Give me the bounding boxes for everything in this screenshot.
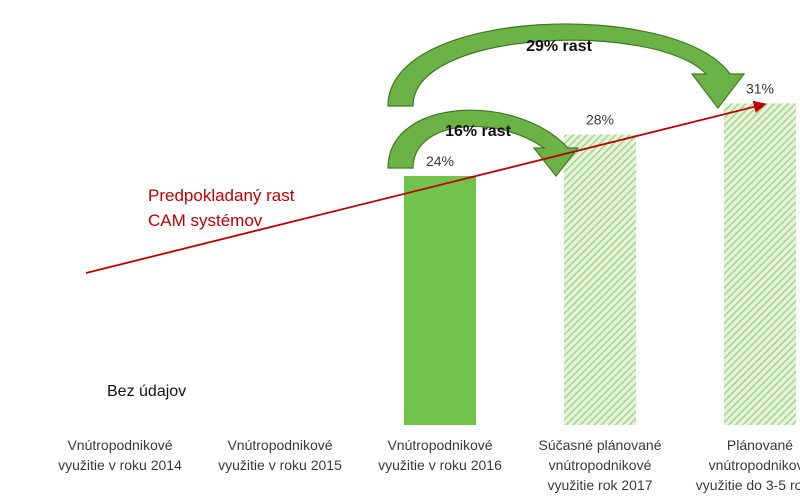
category-label-1: Vnútropodnikové využitie v roku 2014 xyxy=(58,437,182,473)
category-label-4: Súčasné plánované vnútropodnikové využitie… xyxy=(539,437,662,493)
growth-arrow-2 xyxy=(387,23,746,109)
value-labels-layer: 24% 28% 31% xyxy=(426,80,774,169)
no-data-label: Bez údajov xyxy=(107,383,186,400)
growth-arrows-layer: 16% rast 29% rast xyxy=(387,23,746,177)
trend-label: Predpokladaný rast CAM systémov xyxy=(148,186,295,230)
bars-layer xyxy=(404,103,796,425)
bar-4 xyxy=(564,134,636,425)
growth-label-1: 16% rast xyxy=(445,123,511,140)
growth-label-2: 29% rast xyxy=(526,38,592,55)
value-label-3: 24% xyxy=(426,153,454,169)
value-label-5: 31% xyxy=(746,80,774,96)
category-label-2: Vnútropodnikové využitie v roku 2015 xyxy=(218,437,342,473)
growth-arrow-1 xyxy=(387,109,580,177)
value-label-4: 28% xyxy=(586,112,614,128)
category-label-5: Plánovanévnútropodnikovévyužitie do 3-5 … xyxy=(696,437,800,493)
category-labels-layer: Vnútropodnikové využitie v roku 2014 Vnútr… xyxy=(58,437,800,493)
bar-3 xyxy=(404,176,476,425)
category-label-3: Vnútropodnikové využitie v roku 2016 xyxy=(378,437,502,473)
trend-line xyxy=(85,100,767,274)
trend-layer: Predpokladaný rast CAM systémov xyxy=(85,100,767,274)
bar-5 xyxy=(724,103,796,425)
